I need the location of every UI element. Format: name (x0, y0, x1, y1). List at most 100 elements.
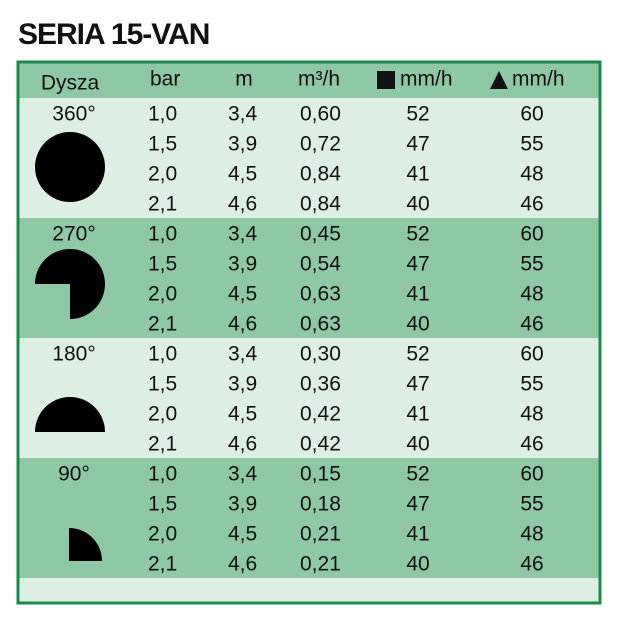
nozzle-label: 360° (52, 103, 95, 126)
cell: 2,1 (148, 553, 177, 576)
cell: 2,1 (148, 313, 177, 336)
cell: 4,6 (228, 313, 257, 336)
cell: 55 (520, 133, 543, 156)
cell: 52 (406, 343, 429, 366)
cell: 52 (406, 223, 429, 246)
header-cell: m³/h (298, 68, 340, 91)
cell: 48 (520, 163, 543, 186)
cell: 4,6 (228, 553, 257, 576)
cell: 0,21 (300, 523, 341, 546)
cell: 0,45 (300, 223, 341, 246)
cell: 40 (406, 193, 429, 216)
cell: 2,1 (148, 433, 177, 456)
cell: 2,0 (148, 163, 177, 186)
cell: 1,0 (148, 343, 177, 366)
cell: 0,18 (300, 493, 341, 516)
cell: 0,72 (300, 133, 341, 156)
header-cell: Dysza (41, 72, 100, 95)
cell: 3,4 (228, 223, 258, 246)
cell: 48 (520, 283, 543, 306)
header-cell: m (235, 68, 253, 91)
nozzle-label: 180° (52, 343, 95, 366)
square-icon (377, 71, 395, 89)
cell: 40 (406, 433, 429, 456)
cell: 3,9 (228, 133, 257, 156)
cell: 47 (406, 373, 429, 396)
cell: 3,4 (228, 463, 258, 486)
header-cell: bar (150, 68, 180, 91)
cell: 41 (406, 283, 429, 306)
cell: 0,54 (300, 253, 341, 276)
cell: 41 (406, 523, 429, 546)
cell: 40 (406, 553, 429, 576)
cell: 48 (520, 403, 543, 426)
nozzle-90 (69, 528, 102, 561)
cell: 2,0 (148, 523, 177, 546)
cell: 0,63 (300, 313, 341, 336)
cell: 0,84 (300, 193, 341, 216)
cell: 2,0 (148, 283, 177, 306)
header-cell: mm/h (400, 68, 453, 91)
cell: 46 (520, 313, 543, 336)
cell: 46 (520, 193, 543, 216)
header-cell: mm/h (512, 68, 565, 91)
cell: 3,4 (228, 103, 258, 126)
table-border (16, 60, 602, 605)
cell: 2,1 (148, 193, 177, 216)
cell: 46 (520, 433, 543, 456)
cell: 0,42 (300, 433, 341, 456)
cell: 0,21 (300, 553, 341, 576)
cell: 3,9 (228, 493, 257, 516)
cell: 52 (406, 103, 429, 126)
cell: 41 (406, 403, 429, 426)
nozzle-180 (35, 397, 105, 432)
cell: 1,5 (148, 493, 177, 516)
group-bg (18, 218, 600, 338)
cell: 60 (520, 103, 543, 126)
cell: 0,84 (300, 163, 341, 186)
nozzle-270 (35, 249, 105, 319)
cell: 1,5 (148, 373, 177, 396)
cell: 1,5 (148, 133, 177, 156)
cell: 40 (406, 313, 429, 336)
cell: 0,63 (300, 283, 341, 306)
group-bg (18, 458, 600, 578)
cell: 1,0 (148, 223, 177, 246)
cell: 47 (406, 493, 429, 516)
cell: 47 (406, 253, 429, 276)
nozzle-360 (35, 132, 105, 202)
cell: 0,36 (300, 373, 341, 396)
cell: 3,9 (228, 253, 257, 276)
cell: 2,0 (148, 403, 177, 426)
cell: 4,5 (228, 283, 257, 306)
cell: 48 (520, 523, 543, 546)
cell: 52 (406, 463, 429, 486)
triangle-icon (490, 71, 508, 89)
cell: 1,0 (148, 463, 177, 486)
cell: 60 (520, 343, 543, 366)
cell: 0,60 (300, 103, 341, 126)
cell: 3,9 (228, 373, 257, 396)
cell: 0,42 (300, 403, 341, 426)
title: SERIA 15-VAN (18, 18, 209, 51)
cell: 55 (520, 373, 543, 396)
cell: 1,0 (148, 103, 177, 126)
cell: 4,6 (228, 193, 257, 216)
cell: 4,6 (228, 433, 257, 456)
cell: 41 (406, 163, 429, 186)
nozzle-label: 90° (58, 463, 90, 486)
cell: 60 (520, 463, 543, 486)
cell: 0,30 (300, 343, 341, 366)
cell: 1,5 (148, 253, 177, 276)
cell: 0,15 (300, 463, 341, 486)
nozzle-label: 270° (52, 223, 95, 246)
cell: 55 (520, 253, 543, 276)
cell: 4,5 (228, 403, 257, 426)
cell: 46 (520, 553, 543, 576)
cell: 3,4 (228, 343, 258, 366)
cell: 4,5 (228, 523, 257, 546)
cell: 60 (520, 223, 543, 246)
cell: 47 (406, 133, 429, 156)
cell: 4,5 (228, 163, 257, 186)
